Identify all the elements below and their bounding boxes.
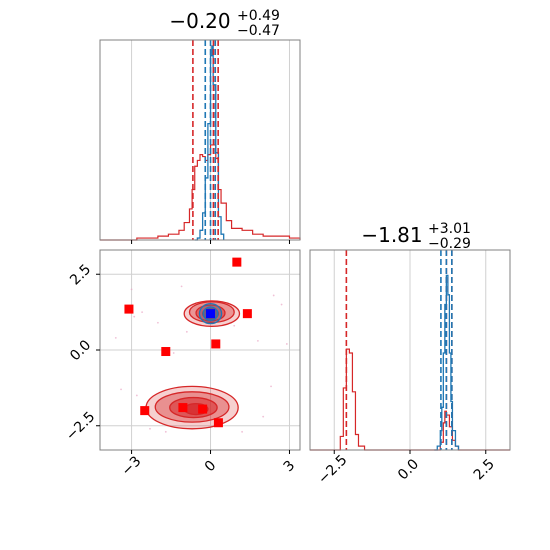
scatter-point-5 [135,394,138,397]
title-param1-minus: −0.47 [237,23,280,39]
title-param2-plus: +3.01 [428,221,471,237]
tick-label-2d-y-0: −2.5 [63,409,98,444]
title-param2: −1.81 [361,223,422,247]
tick-label-2d-y-1: 0.0 [67,337,94,364]
square-marker-4 [198,404,208,414]
square-marker-2 [140,406,150,416]
tick-label-param2-2: 2.5 [471,456,498,483]
scatter-point-6 [149,427,151,430]
tick-label-param1-0: −3 [119,453,145,479]
scatter-point-2 [156,321,159,324]
scatter-point-14 [130,288,133,291]
title-param2-minus: −0.29 [428,236,471,252]
tick-label-2d-y-2: 2.5 [67,261,94,288]
scatter-point-0 [141,311,144,314]
tick-label-param1-2: 3 [281,458,299,476]
scatter-point-8 [270,385,272,388]
square-marker-8 [242,309,252,319]
scatter-point-9 [280,303,283,306]
hist-param1-red [100,144,301,241]
tick-label-param1-1: 0 [202,458,220,476]
scatter-point-1 [133,315,136,318]
tick-label-param2-0: −2.5 [315,452,350,487]
scatter-point-13 [233,324,236,327]
scatter-point-12 [185,330,188,333]
square-marker-3 [178,403,188,413]
title-param1-median: −0.20 [169,9,230,33]
scatter-point-17 [114,336,117,339]
truth-marker [206,309,216,319]
scatter-point-16 [262,415,265,418]
square-marker-5 [211,339,221,349]
hist-param1-blue [194,45,225,241]
square-marker-6 [213,418,223,428]
scatter-point-7 [164,430,167,433]
square-marker-7 [232,257,242,267]
scatter-point-15 [241,430,244,433]
scatter-point-3 [172,352,175,354]
title-param1: −0.20 [169,9,230,33]
scatter-point-18 [285,343,288,345]
title-param1-plus: +0.49 [237,8,280,24]
tick-label-param2-1: 0.0 [395,456,422,483]
scatter-point-19 [180,285,183,288]
title-param2-median: −1.81 [361,223,422,247]
square-marker-1 [161,347,171,357]
scatter-point-10 [272,294,275,297]
square-marker-0 [124,304,134,314]
scatter-point-11 [256,340,259,342]
panel-param1-hist-frame [99,39,301,241]
scatter-point-4 [120,388,122,391]
